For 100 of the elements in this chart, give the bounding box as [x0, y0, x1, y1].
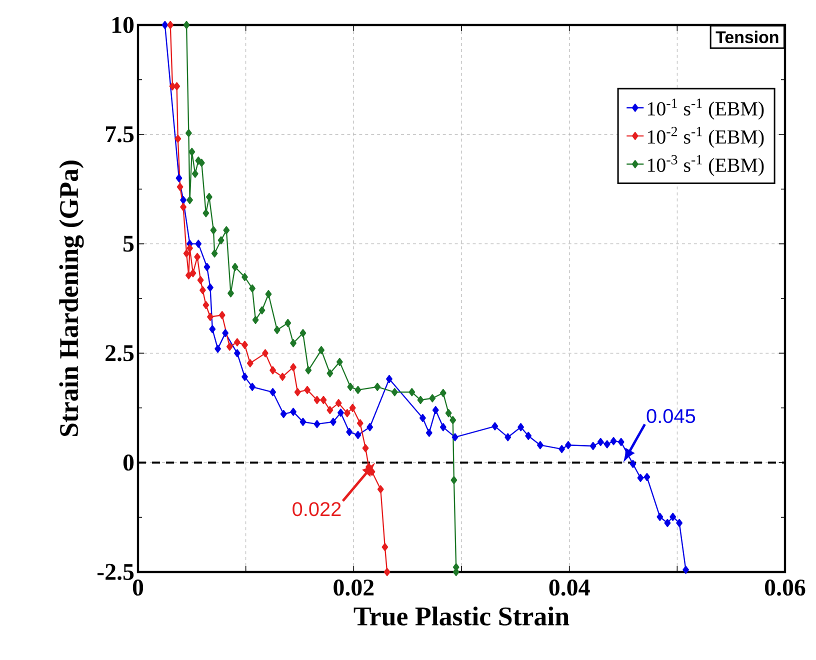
point	[618, 438, 624, 446]
point	[565, 441, 572, 450]
point	[518, 423, 524, 432]
point	[280, 410, 287, 418]
point	[195, 240, 202, 248]
y-tick-label: 2.5	[106, 345, 134, 362]
point	[429, 394, 436, 402]
point	[492, 422, 498, 430]
point	[206, 192, 212, 202]
point	[304, 386, 311, 394]
y-tick-label: 0	[123, 454, 134, 471]
point	[167, 20, 174, 30]
point	[362, 444, 369, 452]
point	[202, 209, 210, 218]
point	[183, 249, 190, 258]
y-tick-label: 10	[112, 16, 134, 34]
point	[174, 82, 180, 90]
point	[338, 408, 344, 417]
point	[558, 444, 565, 454]
x-axis-title: True Plastic Strain	[354, 606, 570, 626]
point	[270, 388, 276, 396]
point	[210, 226, 217, 234]
legend-label: 10$^{-3}$ s$^{-1}$ (EBM)	[648, 155, 764, 176]
point	[186, 244, 193, 252]
point	[382, 542, 388, 552]
point	[445, 409, 452, 418]
point	[347, 382, 354, 391]
point	[190, 269, 196, 278]
point	[344, 409, 350, 418]
point	[604, 440, 610, 448]
point	[391, 388, 398, 396]
point	[590, 442, 596, 450]
point	[630, 460, 636, 468]
point	[185, 128, 192, 138]
point	[242, 372, 248, 381]
annotation: Tension	[716, 30, 778, 44]
point	[279, 372, 286, 381]
point	[305, 366, 312, 374]
point	[670, 512, 676, 521]
point	[354, 430, 362, 440]
point	[644, 472, 650, 482]
point	[294, 388, 301, 396]
point	[232, 262, 238, 272]
point	[204, 262, 210, 272]
point	[374, 382, 381, 391]
point	[377, 485, 384, 494]
point	[290, 363, 296, 372]
point	[192, 170, 198, 178]
point	[194, 252, 201, 262]
point	[183, 20, 190, 30]
point	[207, 283, 214, 292]
point	[234, 338, 240, 346]
point	[258, 306, 266, 314]
point	[234, 349, 240, 358]
point	[318, 346, 325, 354]
point	[186, 196, 193, 204]
point	[198, 158, 205, 167]
annotation: 0.045	[646, 409, 696, 424]
point	[218, 311, 226, 320]
point	[354, 386, 362, 394]
point	[610, 437, 617, 446]
annotation: 0.022	[292, 502, 341, 516]
point	[214, 344, 222, 353]
point	[417, 396, 424, 404]
y-tick-label: 5	[123, 236, 134, 252]
point	[222, 328, 229, 338]
point	[284, 318, 292, 328]
point	[597, 438, 604, 446]
point	[270, 366, 276, 374]
point	[180, 196, 187, 204]
point	[440, 388, 446, 398]
x-tick-label: 0.06	[764, 580, 806, 596]
point	[336, 358, 343, 366]
point	[637, 474, 644, 482]
point	[246, 359, 254, 368]
point	[346, 428, 353, 436]
point	[349, 404, 356, 412]
point	[664, 518, 671, 528]
y-tick-label: -2.5	[98, 564, 134, 580]
point	[326, 406, 334, 414]
point	[211, 249, 218, 258]
point	[249, 284, 256, 293]
x-tick-label: 0.02	[334, 580, 374, 596]
point	[218, 236, 224, 244]
point	[188, 148, 196, 156]
y-axis-title: Strain Hardening (GPa)	[59, 160, 84, 436]
point	[366, 423, 374, 432]
point	[228, 289, 234, 298]
point	[180, 202, 187, 212]
x-tick-label: 0.04	[549, 580, 590, 596]
point	[249, 382, 256, 391]
point	[386, 374, 392, 384]
point	[226, 342, 233, 351]
point	[356, 419, 364, 428]
point	[450, 476, 458, 484]
point	[176, 174, 182, 182]
point	[197, 276, 204, 284]
point	[207, 312, 214, 321]
point	[223, 226, 230, 234]
point	[504, 433, 512, 442]
